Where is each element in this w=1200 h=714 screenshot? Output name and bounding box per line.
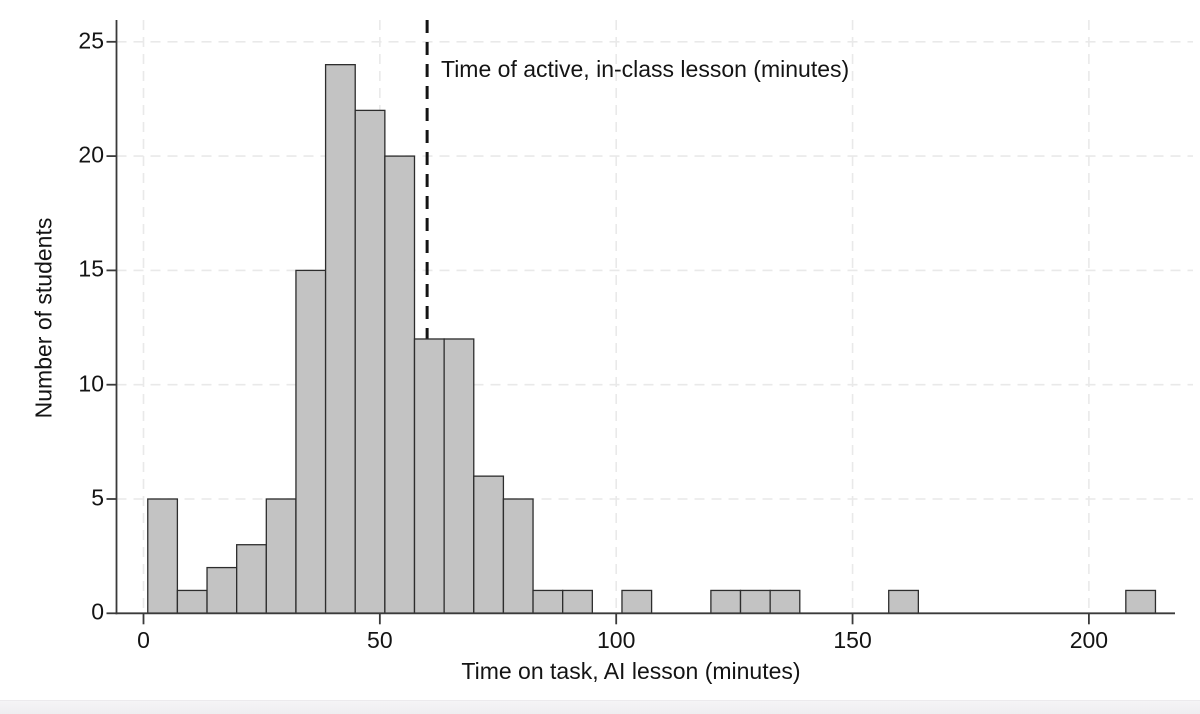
histogram-bar — [1125, 589, 1157, 614]
histogram-bar — [710, 589, 742, 614]
histogram-bar — [147, 498, 179, 614]
y-tick-label: 20 — [78, 141, 104, 168]
histogram-bar — [236, 544, 267, 614]
bottom-window-strip — [0, 700, 1200, 714]
histogram-bar — [443, 338, 475, 614]
x-tick-label: 200 — [1069, 627, 1109, 653]
y-tick-label: 25 — [78, 27, 104, 54]
histogram-bar — [324, 64, 356, 614]
histogram-bar — [888, 589, 919, 614]
histogram-bar — [384, 155, 416, 614]
x-tick-label: 150 — [833, 627, 872, 653]
histogram-bar — [621, 589, 653, 614]
x-tick-label: 100 — [597, 627, 636, 653]
histogram-bar — [562, 589, 593, 614]
x-tick-label: 50 — [367, 627, 393, 653]
histogram-bar — [502, 498, 534, 614]
histogram-bar — [413, 338, 445, 614]
histogram-bar — [295, 269, 327, 614]
y-tick-label: 10 — [78, 370, 104, 397]
histogram-bar — [532, 589, 564, 614]
histogram-bar — [354, 109, 386, 614]
histogram-bar — [176, 589, 208, 614]
histogram-bar — [473, 475, 505, 614]
histogram-bar — [739, 589, 771, 614]
y-axis-title: Number of students — [30, 217, 57, 419]
y-tick-label: 5 — [91, 484, 104, 511]
y-tick-label: 15 — [78, 255, 104, 282]
reference-line-label: Time of active, in-class lesson (minutes… — [441, 56, 850, 82]
x-axis-title: Time on task, AI lesson (minutes) — [461, 658, 801, 684]
x-tick-label: 0 — [137, 627, 150, 653]
histogram-bar — [265, 498, 297, 614]
histogram-bar — [769, 589, 801, 614]
y-tick-label: 0 — [91, 598, 104, 625]
histogram-bar — [206, 566, 238, 614]
